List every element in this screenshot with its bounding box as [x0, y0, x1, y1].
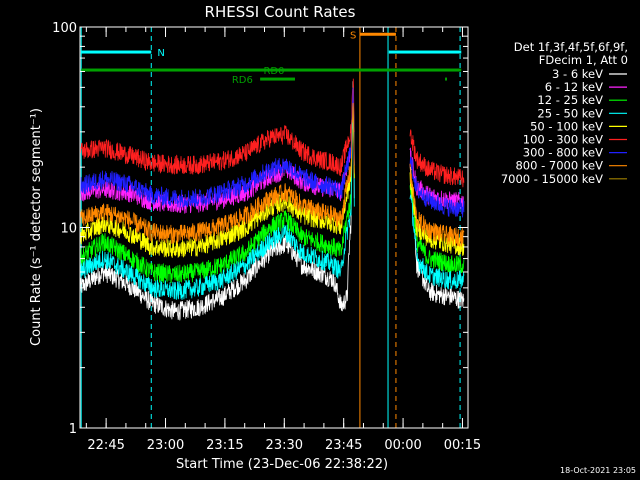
legend-label-4: 50 - 100 keV	[530, 119, 603, 133]
status-bar-0-segment-1	[388, 50, 462, 54]
x-tick-label-1: 23:00	[147, 438, 184, 453]
status-bar-1-segment-0	[81, 68, 462, 72]
legend-header-line-1: Det 1f,3f,4f,5f,6f,9f,	[514, 40, 628, 54]
x-axis-label: Start Time (23-Dec-06 22:38:22)	[176, 457, 388, 472]
y-tick-label-1: 10	[60, 222, 77, 237]
series-line-2	[79, 98, 465, 284]
legend-label-7: 800 - 7000 keV	[515, 159, 603, 173]
status-bar-layer: N RD0 RD6 S	[81, 30, 462, 86]
legend-header-line-2: FDecim 1, Att 0	[539, 53, 628, 67]
legend-label-2: 12 - 25 keV	[537, 93, 603, 107]
y-tick-label-0: 1	[69, 422, 77, 437]
status-bar-label-3: S	[350, 30, 356, 41]
legend-label-1: 6 - 12 keV	[545, 80, 603, 94]
legend-label-0: 3 - 6 keV	[552, 67, 603, 81]
x-tick-label-2: 23:15	[206, 438, 243, 453]
chart-title: RHESSI Count Rates	[205, 3, 356, 21]
generation-timestamp: 18-Oct-2021 23:05	[560, 466, 636, 475]
axis-tick-layer: 22:45 23:00 23:15 23:30 23:45 00:00 00:15 1 10 10…	[52, 21, 481, 453]
status-bar-0-segment-0	[81, 50, 152, 54]
x-tick-label-4: 23:45	[325, 438, 362, 453]
status-bar-label-1: RD0	[263, 66, 284, 77]
x-tick-label-0: 22:45	[87, 438, 124, 453]
status-bar-2-segment-1	[445, 77, 448, 81]
status-bar-2-segment-0	[260, 77, 295, 81]
legend-label-6: 300 - 800 keV	[523, 146, 603, 160]
legend-label-3: 25 - 50 keV	[537, 106, 603, 120]
y-axis-label: Count Rate (s⁻¹ detector segment⁻¹)	[29, 108, 44, 346]
legend-label-5: 100 - 300 keV	[523, 133, 603, 147]
legend: Det 1f,3f,4f,5f,6f,9f, FDecim 1, Att 0 3…	[501, 40, 628, 186]
status-bar-3-segment-0	[359, 32, 396, 36]
y-tick-label-2: 100	[52, 21, 77, 36]
series-line-5	[79, 78, 465, 188]
series-line-6	[79, 87, 465, 218]
status-bar-label-2: RD6	[232, 75, 253, 86]
status-bar-label-0: N	[157, 48, 164, 59]
x-tick-label-3: 23:30	[266, 438, 303, 453]
series-line-3	[79, 109, 465, 300]
legend-label-8: 7000 - 15000 keV	[501, 172, 603, 186]
series-line-7	[79, 102, 465, 247]
x-tick-label-5: 00:00	[384, 438, 421, 453]
series-layer	[79, 78, 465, 321]
x-tick-label-6: 00:15	[444, 438, 481, 453]
